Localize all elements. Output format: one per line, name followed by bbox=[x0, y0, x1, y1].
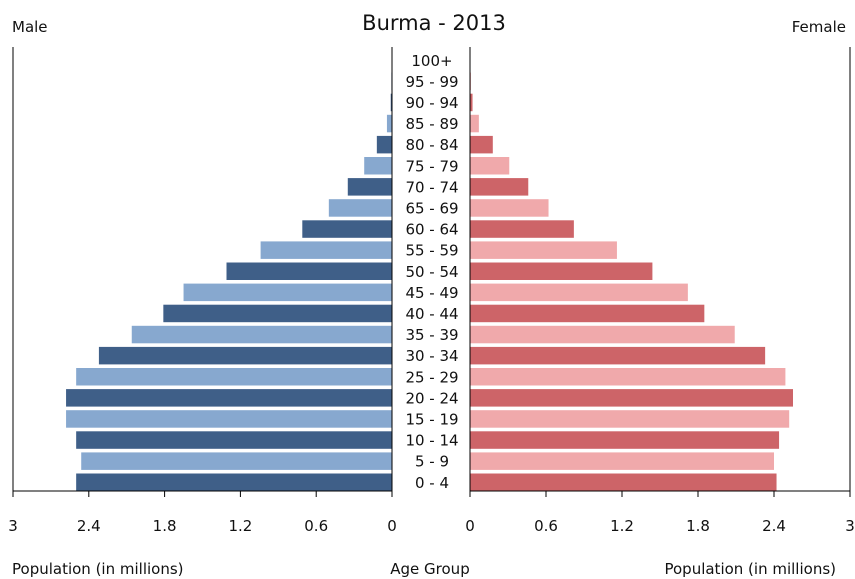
male-tick-label: 3 bbox=[8, 517, 18, 535]
age-group-label: 35 - 39 bbox=[405, 326, 458, 344]
age-group-label: 25 - 29 bbox=[405, 368, 458, 386]
age-group-label: 65 - 69 bbox=[405, 199, 458, 217]
female-bar bbox=[470, 283, 688, 302]
axis-ticks: 0 0 0.6 0.6 1.2 1.2 1.8 1.8 2.4 2.4 3 3 bbox=[8, 491, 855, 535]
male-bar bbox=[76, 368, 393, 386]
male-bar bbox=[66, 410, 392, 428]
female-tick-label: 3 bbox=[845, 517, 855, 535]
age-group-label: 15 - 19 bbox=[405, 410, 458, 428]
female-bar bbox=[470, 431, 780, 449]
x-axis-label-left: Population (in millions) bbox=[12, 560, 184, 578]
female-bar bbox=[470, 368, 786, 386]
male-bar bbox=[66, 389, 392, 407]
male-bar bbox=[131, 325, 392, 344]
male-bar bbox=[328, 199, 392, 217]
female-bar bbox=[470, 410, 790, 428]
male-bar bbox=[98, 346, 392, 365]
male-bar bbox=[163, 304, 392, 323]
female-bar bbox=[470, 389, 793, 407]
female-tick-label: 1.8 bbox=[686, 517, 710, 535]
chart-title: Burma - 2013 bbox=[362, 11, 506, 35]
female-bar bbox=[470, 346, 766, 365]
age-group-label: 50 - 54 bbox=[405, 263, 458, 281]
age-group-label: 40 - 44 bbox=[405, 305, 458, 323]
age-group-labels: 0 - 4 5 - 9 10 - 14 15 - 19 20 - 24 25 - 29 30… bbox=[405, 52, 458, 492]
female-bar bbox=[470, 135, 493, 154]
female-bars bbox=[470, 51, 793, 491]
age-group-label: 60 - 64 bbox=[405, 221, 458, 239]
male-bar bbox=[76, 431, 393, 449]
age-group-label: 10 - 14 bbox=[405, 432, 458, 450]
age-group-label: 95 - 99 bbox=[405, 73, 458, 91]
male-bar bbox=[390, 93, 392, 112]
male-bar bbox=[81, 452, 392, 470]
age-group-label: 30 - 34 bbox=[405, 347, 458, 365]
female-tick-label: 1.2 bbox=[610, 517, 634, 535]
age-group-label: 20 - 24 bbox=[405, 389, 458, 407]
female-tick-label: 0 bbox=[465, 517, 475, 535]
male-bar bbox=[183, 283, 392, 302]
female-plot-frame bbox=[469, 47, 851, 492]
age-group-label: 80 - 84 bbox=[405, 136, 458, 154]
age-group-label: 90 - 94 bbox=[405, 94, 458, 112]
female-bar bbox=[470, 220, 574, 238]
female-bar bbox=[470, 199, 549, 217]
female-bar bbox=[470, 114, 479, 133]
male-bar bbox=[76, 473, 393, 491]
age-group-label: 70 - 74 bbox=[405, 178, 458, 196]
female-bar bbox=[470, 452, 774, 470]
female-bar bbox=[470, 93, 473, 112]
female-bar bbox=[470, 241, 617, 259]
female-bar bbox=[470, 473, 777, 491]
male-tick-label: 2.4 bbox=[77, 517, 101, 535]
male-bar bbox=[386, 114, 392, 133]
male-tick-label: 0.6 bbox=[304, 517, 328, 535]
age-group-label: 55 - 59 bbox=[405, 242, 458, 260]
male-plot-frame bbox=[12, 47, 393, 492]
male-tick-label: 1.2 bbox=[228, 517, 252, 535]
male-bars bbox=[66, 51, 393, 491]
male-tick-label: 0 bbox=[387, 517, 397, 535]
male-bar bbox=[376, 135, 392, 154]
age-group-label: 0 - 4 bbox=[415, 474, 449, 492]
female-bar bbox=[470, 304, 705, 323]
male-bar bbox=[364, 157, 392, 175]
female-bar bbox=[470, 325, 735, 344]
female-bar bbox=[470, 178, 529, 196]
male-bar bbox=[226, 262, 392, 280]
male-bar bbox=[347, 178, 392, 196]
age-group-label: 85 - 89 bbox=[405, 115, 458, 133]
male-bar bbox=[302, 220, 392, 238]
age-group-label: 75 - 79 bbox=[405, 157, 458, 175]
female-bar bbox=[470, 157, 510, 175]
female-tick-label: 2.4 bbox=[762, 517, 786, 535]
x-axis-label-center: Age Group bbox=[390, 560, 469, 578]
x-axis-label-right: Population (in millions) bbox=[664, 560, 836, 578]
female-label: Female bbox=[792, 18, 846, 36]
plot-frames bbox=[12, 47, 851, 492]
female-tick-label: 0.6 bbox=[534, 517, 558, 535]
male-label: Male bbox=[12, 18, 48, 36]
male-bar bbox=[260, 241, 392, 259]
female-bar bbox=[470, 262, 653, 280]
male-tick-label: 1.8 bbox=[153, 517, 177, 535]
age-group-label: 5 - 9 bbox=[415, 453, 449, 471]
age-group-label: 45 - 49 bbox=[405, 284, 458, 302]
age-group-label: 100+ bbox=[411, 52, 452, 70]
